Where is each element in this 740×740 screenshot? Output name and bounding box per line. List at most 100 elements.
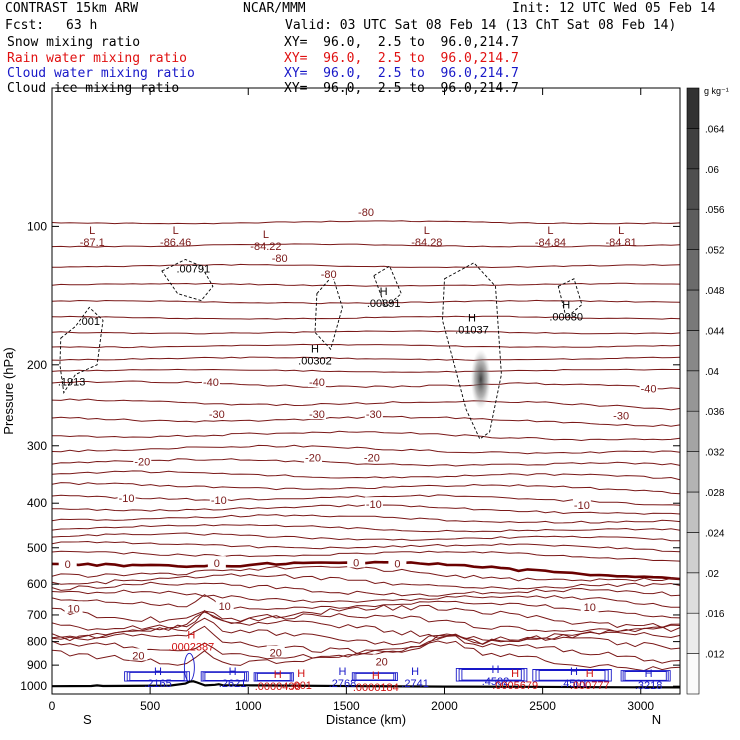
colorbar-tick-label: .012	[705, 650, 725, 661]
cloud-water-contour	[458, 668, 525, 682]
contour-label--10: -10	[366, 499, 382, 511]
colorbar-tick-label: .032	[705, 448, 725, 459]
colorbar-tick-label: .02	[705, 569, 719, 580]
extremum-marker-L: L	[547, 225, 553, 237]
isotherm-line	[52, 470, 680, 481]
cloud-water-contour	[532, 669, 612, 682]
extremum-marker-H: H	[297, 668, 305, 680]
isotherm-line	[52, 220, 680, 225]
contour-label-bg	[58, 556, 77, 569]
x-tick-label: 1000	[235, 699, 262, 713]
extremum-value: .2165	[144, 678, 172, 690]
zero-isotherm	[52, 560, 680, 581]
contour-label-0: 0	[65, 559, 71, 571]
y-tick-label: 800	[27, 635, 47, 649]
init-time: Init: 12 UTC Wed 05 Feb 14	[512, 1, 716, 16]
cloud-water-contour	[535, 669, 609, 682]
contour-label-bg	[580, 599, 599, 612]
isotherm-line	[52, 524, 680, 533]
contour-label--30: -30	[209, 409, 225, 421]
isotherm-line	[52, 458, 680, 467]
y-tick-label: 700	[27, 608, 47, 622]
extremum-marker-H: H	[511, 668, 519, 680]
contour-label--10: -10	[211, 495, 227, 507]
contour-label-bg	[572, 498, 591, 511]
colorbar-tick-label: .064	[705, 124, 725, 135]
isotherm-line	[52, 299, 680, 305]
contour-label-bg	[64, 601, 83, 614]
x-tick-label: 1500	[333, 699, 360, 713]
x-tick-label: 0	[49, 699, 56, 713]
colorbar-tick-label: .052	[705, 246, 725, 257]
legend-cloudwater-xy: XY= 96.0, 2.5 to 96.0,214.7	[284, 66, 519, 81]
contour-label-bg	[347, 555, 366, 568]
contour-label--20: -20	[305, 452, 321, 464]
contour-label--80: -80	[321, 269, 337, 281]
contour-label-bg	[372, 654, 391, 667]
colorbar-cell	[686, 128, 700, 170]
colorbar-tick-label: .048	[705, 286, 725, 297]
contour-label--30: -30	[366, 409, 382, 421]
snow-contour-label: .00791	[176, 264, 210, 276]
terrain-profile	[52, 680, 680, 689]
isotherm-line	[52, 343, 680, 349]
isotherm-line	[52, 356, 680, 361]
contour-label--40: -40	[641, 383, 657, 395]
y-tick-label: 500	[27, 541, 47, 555]
cloud-water-contour	[461, 669, 522, 681]
endpoint-left-label: S	[83, 712, 92, 727]
colorbar-cell	[686, 572, 700, 614]
extremum-value: .0002387	[168, 641, 214, 653]
contour-label-bg	[612, 408, 631, 421]
extremum-value: -87.1	[80, 237, 105, 249]
plot-frame	[51, 87, 681, 695]
extremum-marker-H: H	[187, 629, 195, 641]
extremum-value: .0000438	[255, 681, 301, 693]
contour-label--40: -40	[203, 377, 219, 389]
contour-label--10: -10	[574, 500, 590, 512]
contour-label-bg	[388, 556, 407, 569]
colorbar-tick-label: .056	[705, 205, 725, 216]
extremum-value: .0005679	[492, 680, 538, 692]
isotherm-line	[52, 617, 680, 646]
contour-label--80: -80	[358, 207, 374, 219]
isotherm-line	[52, 514, 680, 524]
x-tick-label: 2000	[431, 699, 458, 713]
extremum-value: .000777	[570, 680, 610, 692]
extremum-marker-H: H	[229, 666, 237, 678]
cloud-water-contour	[622, 670, 669, 682]
isotherm-line	[52, 368, 680, 373]
isotherm-line	[52, 625, 680, 655]
snow-maximum-shading	[470, 349, 491, 410]
y-tick-label: 200	[27, 358, 47, 372]
cloud-ice-contour	[314, 274, 343, 351]
colorbar-tick-label: .036	[705, 407, 725, 418]
extremum-value: -86.46	[160, 237, 191, 249]
colorbar-cell	[686, 653, 700, 695]
isotherm-line	[52, 594, 680, 619]
extremum-marker-H: H	[338, 666, 346, 678]
cloud-water-contour	[129, 671, 185, 681]
cloud-water-contour	[538, 670, 606, 681]
isotherm-line	[52, 609, 680, 642]
colorbar-tick-label: .016	[705, 609, 725, 620]
colorbar-cell	[686, 330, 700, 372]
x-axis-label: Distance (km)	[326, 712, 406, 727]
isotherm-line	[52, 565, 680, 582]
contour-label-bg	[133, 454, 152, 467]
colorbar-tick-label: .028	[705, 488, 725, 499]
isotherm-line	[52, 581, 680, 597]
legend-cloudwater-label: Cloud water mixing ratio	[7, 66, 195, 81]
extremum-value: .00080	[549, 312, 583, 324]
snow-contour-label: .1913	[58, 377, 86, 389]
colorbar-cell	[686, 249, 700, 291]
contour-label-bg	[639, 381, 658, 394]
contour-label--30: -30	[309, 409, 325, 421]
contour-label-bg	[364, 497, 383, 510]
colorbar-tick-label: .024	[705, 528, 725, 539]
contour-label-20: 20	[132, 650, 144, 662]
extremum-marker-L: L	[89, 225, 95, 237]
y-tick-label: 100	[27, 219, 47, 233]
